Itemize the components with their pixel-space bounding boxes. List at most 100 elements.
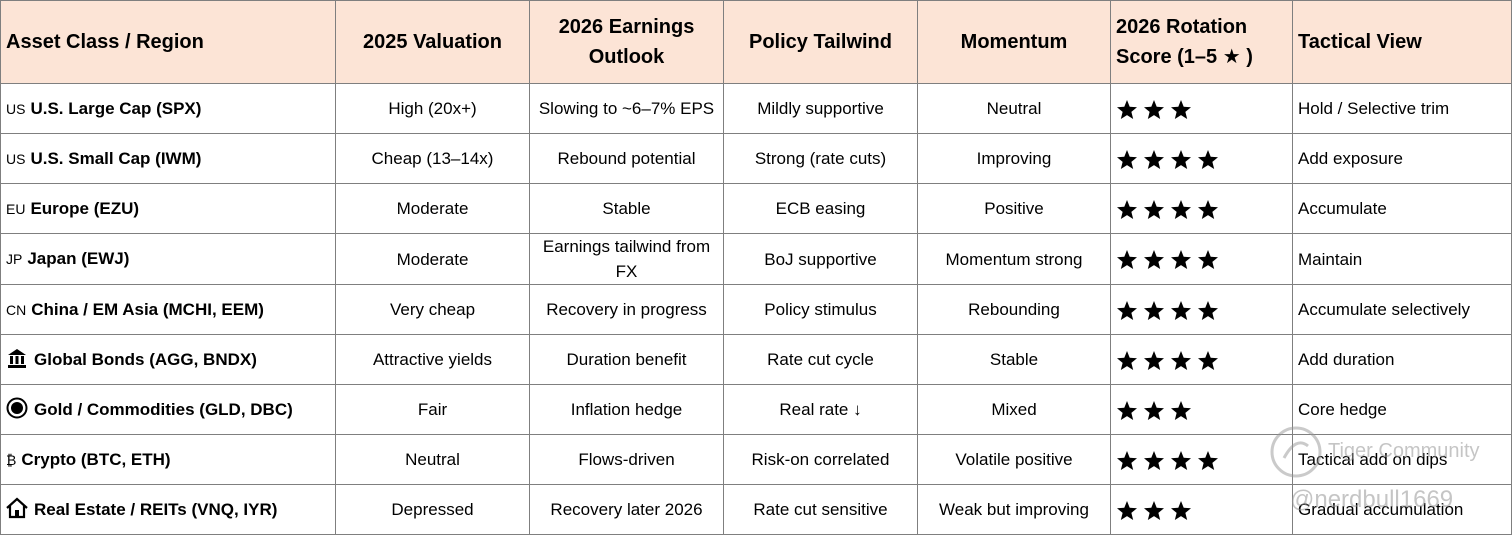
- score-stars: [1116, 99, 1192, 121]
- star: [1198, 450, 1218, 470]
- momentum-cell: Weak but improving: [917, 484, 1111, 535]
- tactical-view-cell: Add duration: [1292, 334, 1512, 385]
- asset-name: U.S. Small Cap (IWM): [30, 148, 202, 168]
- valuation-cell: Attractive yields: [335, 334, 530, 385]
- star: [1198, 350, 1218, 370]
- star: [1117, 250, 1137, 270]
- star: [1171, 450, 1191, 470]
- star: [1117, 300, 1137, 320]
- policy-cell: Risk-on correlated: [723, 434, 918, 485]
- row-icon: [8, 349, 26, 368]
- column-header: 2026 Rotation Score (1–5 ★ ): [1110, 0, 1293, 84]
- valuation-cell: Moderate: [335, 233, 530, 285]
- region-prefix: JP: [6, 251, 23, 267]
- earnings-cell: Rebound potential: [529, 133, 724, 184]
- asset-cell: ₿ Crypto (BTC, ETH): [0, 434, 336, 485]
- star: [1198, 199, 1218, 219]
- earnings-cell: Stable: [529, 183, 724, 234]
- tactical-view-cell: Accumulate: [1292, 183, 1512, 234]
- star: [1144, 450, 1164, 470]
- momentum-cell: Mixed: [917, 384, 1111, 435]
- asset-name: Global Bonds (AGG, BNDX): [34, 350, 257, 369]
- region-prefix: EU: [6, 200, 26, 217]
- score-cell: [1110, 384, 1293, 435]
- asset-name: Europe (EZU): [30, 198, 140, 218]
- star: [1144, 400, 1164, 420]
- score-cell: [1110, 334, 1293, 385]
- asset-name: Gold / Commodities (GLD, DBC): [34, 400, 293, 419]
- asset-cell: JP Japan (EWJ): [0, 233, 336, 285]
- asset-cell: US U.S. Large Cap (SPX): [0, 83, 336, 134]
- table-row: CN China / EM Asia (MCHI, EEM) Very cheap R…: [0, 284, 1512, 335]
- valuation-cell: Moderate: [335, 183, 530, 234]
- valuation-cell: Fair: [335, 384, 530, 435]
- star: [1171, 149, 1191, 169]
- star: [1198, 250, 1218, 270]
- score-cell: [1110, 133, 1293, 184]
- star: [1171, 250, 1191, 270]
- column-header: Policy Tailwind: [723, 0, 918, 84]
- earnings-cell: Slowing to ~6–7% EPS: [529, 83, 724, 134]
- valuation-cell: Cheap (13–14x): [335, 133, 530, 184]
- table-row: JP Japan (EWJ) Moderate Earnings tailwind f…: [0, 233, 1512, 285]
- momentum-cell: Rebounding: [917, 284, 1111, 335]
- star: [1171, 400, 1191, 420]
- valuation-cell: Neutral: [335, 434, 530, 485]
- policy-cell: Rate cut cycle: [723, 334, 918, 385]
- asset-name: Japan (EWJ): [27, 249, 130, 268]
- earnings-cell: Recovery in progress: [529, 284, 724, 335]
- asset-name: China / EM Asia (MCHI, EEM): [31, 299, 264, 319]
- valuation-cell: High (20x+): [335, 83, 530, 134]
- table-row: ₿ Crypto (BTC, ETH) Neutral Flows-driven Ris…: [0, 434, 1512, 485]
- star: [1171, 350, 1191, 370]
- star: [1171, 300, 1191, 320]
- star: [1171, 99, 1191, 119]
- asset-cell: US U.S. Small Cap (IWM): [0, 133, 336, 184]
- earnings-cell: Recovery later 2026: [529, 484, 724, 535]
- table-row: US U.S. Large Cap (SPX) High (20x+) Slowing…: [0, 83, 1512, 134]
- momentum-cell: Momentum strong: [917, 233, 1111, 285]
- valuation-cell: Very cheap: [335, 284, 530, 335]
- star: [1117, 500, 1137, 520]
- earnings-cell: Inflation hedge: [529, 384, 724, 435]
- region-prefix: ₿: [6, 451, 17, 468]
- table-row: Real Estate / REITs (VNQ, IYR) Depressed R…: [0, 484, 1512, 535]
- policy-cell: Real rate ↓: [723, 384, 918, 435]
- star: [1117, 350, 1137, 370]
- score-stars: [1116, 500, 1192, 522]
- star: [1198, 149, 1218, 169]
- star: [1117, 400, 1137, 420]
- asset-cell: Real Estate / REITs (VNQ, IYR): [0, 484, 336, 535]
- score-cell: [1110, 284, 1293, 335]
- star: [1117, 450, 1137, 470]
- asset-cell: EU Europe (EZU): [0, 183, 336, 234]
- star: [1144, 500, 1164, 520]
- star: [1144, 149, 1164, 169]
- tactical-view-cell: Tactical add on dips: [1292, 434, 1512, 485]
- score-stars: [1116, 300, 1219, 322]
- score-cell: [1110, 83, 1293, 134]
- region-prefix: CN: [6, 301, 27, 318]
- score-stars: [1116, 249, 1219, 271]
- table-row: Global Bonds (AGG, BNDX) Attractive yield…: [0, 334, 1512, 385]
- tactical-view-cell: Maintain: [1292, 233, 1512, 285]
- column-header: 2026 Earnings Outlook: [529, 0, 724, 84]
- policy-cell: Rate cut sensitive: [723, 484, 918, 535]
- star: [1144, 300, 1164, 320]
- score-stars: [1116, 450, 1219, 472]
- star: [1117, 149, 1137, 169]
- earnings-cell: Earnings tailwind from FX: [529, 233, 724, 285]
- star: [1171, 500, 1191, 520]
- star: [1198, 300, 1218, 320]
- momentum-cell: Neutral: [917, 83, 1111, 134]
- tactical-view-cell: Gradual accumulation: [1292, 484, 1512, 535]
- table-body: US U.S. Large Cap (SPX) High (20x+) Slowing…: [0, 83, 1512, 535]
- tactical-view-cell: Core hedge: [1292, 384, 1512, 435]
- table-row: EU Europe (EZU) Moderate Stable ECB easing Po…: [0, 183, 1512, 234]
- score-stars: [1116, 149, 1219, 171]
- region-prefix: US: [6, 150, 26, 167]
- score-stars: [1116, 199, 1219, 221]
- score-cell: [1110, 233, 1293, 285]
- asset-cell: Gold / Commodities (GLD, DBC): [0, 384, 336, 435]
- policy-cell: BoJ supportive: [723, 233, 918, 285]
